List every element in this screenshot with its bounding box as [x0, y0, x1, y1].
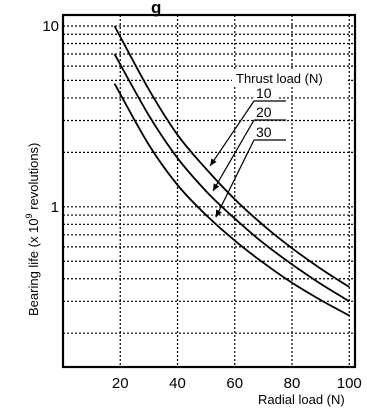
x-tick-label: 60 [226, 375, 243, 392]
legend-arrowhead-30 [215, 209, 222, 218]
x-tick-label: 80 [284, 375, 301, 392]
legend-label-10: 10 [256, 85, 272, 101]
legend-label-20: 20 [256, 104, 272, 120]
legend-label-30: 30 [256, 124, 272, 140]
x-tick-label: 40 [169, 375, 186, 392]
y-tick-label: 1 [51, 199, 59, 216]
y-tick-label: 10 [42, 18, 59, 35]
legend-label-background [254, 85, 278, 100]
y-axis-title-exponent: 9 [24, 213, 34, 218]
x-tick-label: 20 [112, 375, 129, 392]
legend-title: Thrust load (N) [236, 71, 323, 86]
legend-entries: 10 20 30 [209, 85, 286, 218]
x-axis-title: Radial load (N) [258, 392, 345, 407]
grid [63, 15, 355, 367]
legend-label-background [254, 104, 278, 119]
legend-leader-10 [209, 100, 255, 167]
legend-title-background [232, 70, 348, 86]
series-line-20 [113, 53, 350, 303]
x-tick-label: 100 [337, 375, 362, 392]
legend-leader-20 [212, 119, 255, 192]
chart-title-fragment: g [151, 0, 161, 17]
plot-frame [61, 13, 357, 369]
series-curves [113, 25, 350, 317]
series-line-10 [113, 25, 350, 288]
y-axis-title-main: Bearing life (x 10 [26, 218, 41, 316]
legend: Thrust load (N) 10 20 30 [209, 70, 348, 218]
series-line-30 [113, 83, 350, 317]
legend-leader-30 [215, 139, 255, 218]
y-axis-title: Bearing life (x 109 revolutions) [24, 143, 41, 316]
y-axis-title-tail: revolutions) [26, 143, 41, 214]
legend-label-background [254, 124, 278, 139]
tick-labels: 20 40 60 80 100 1 10 [42, 18, 361, 392]
legend-arrowhead-20 [213, 183, 220, 191]
legend-arrowhead-10 [210, 158, 217, 166]
